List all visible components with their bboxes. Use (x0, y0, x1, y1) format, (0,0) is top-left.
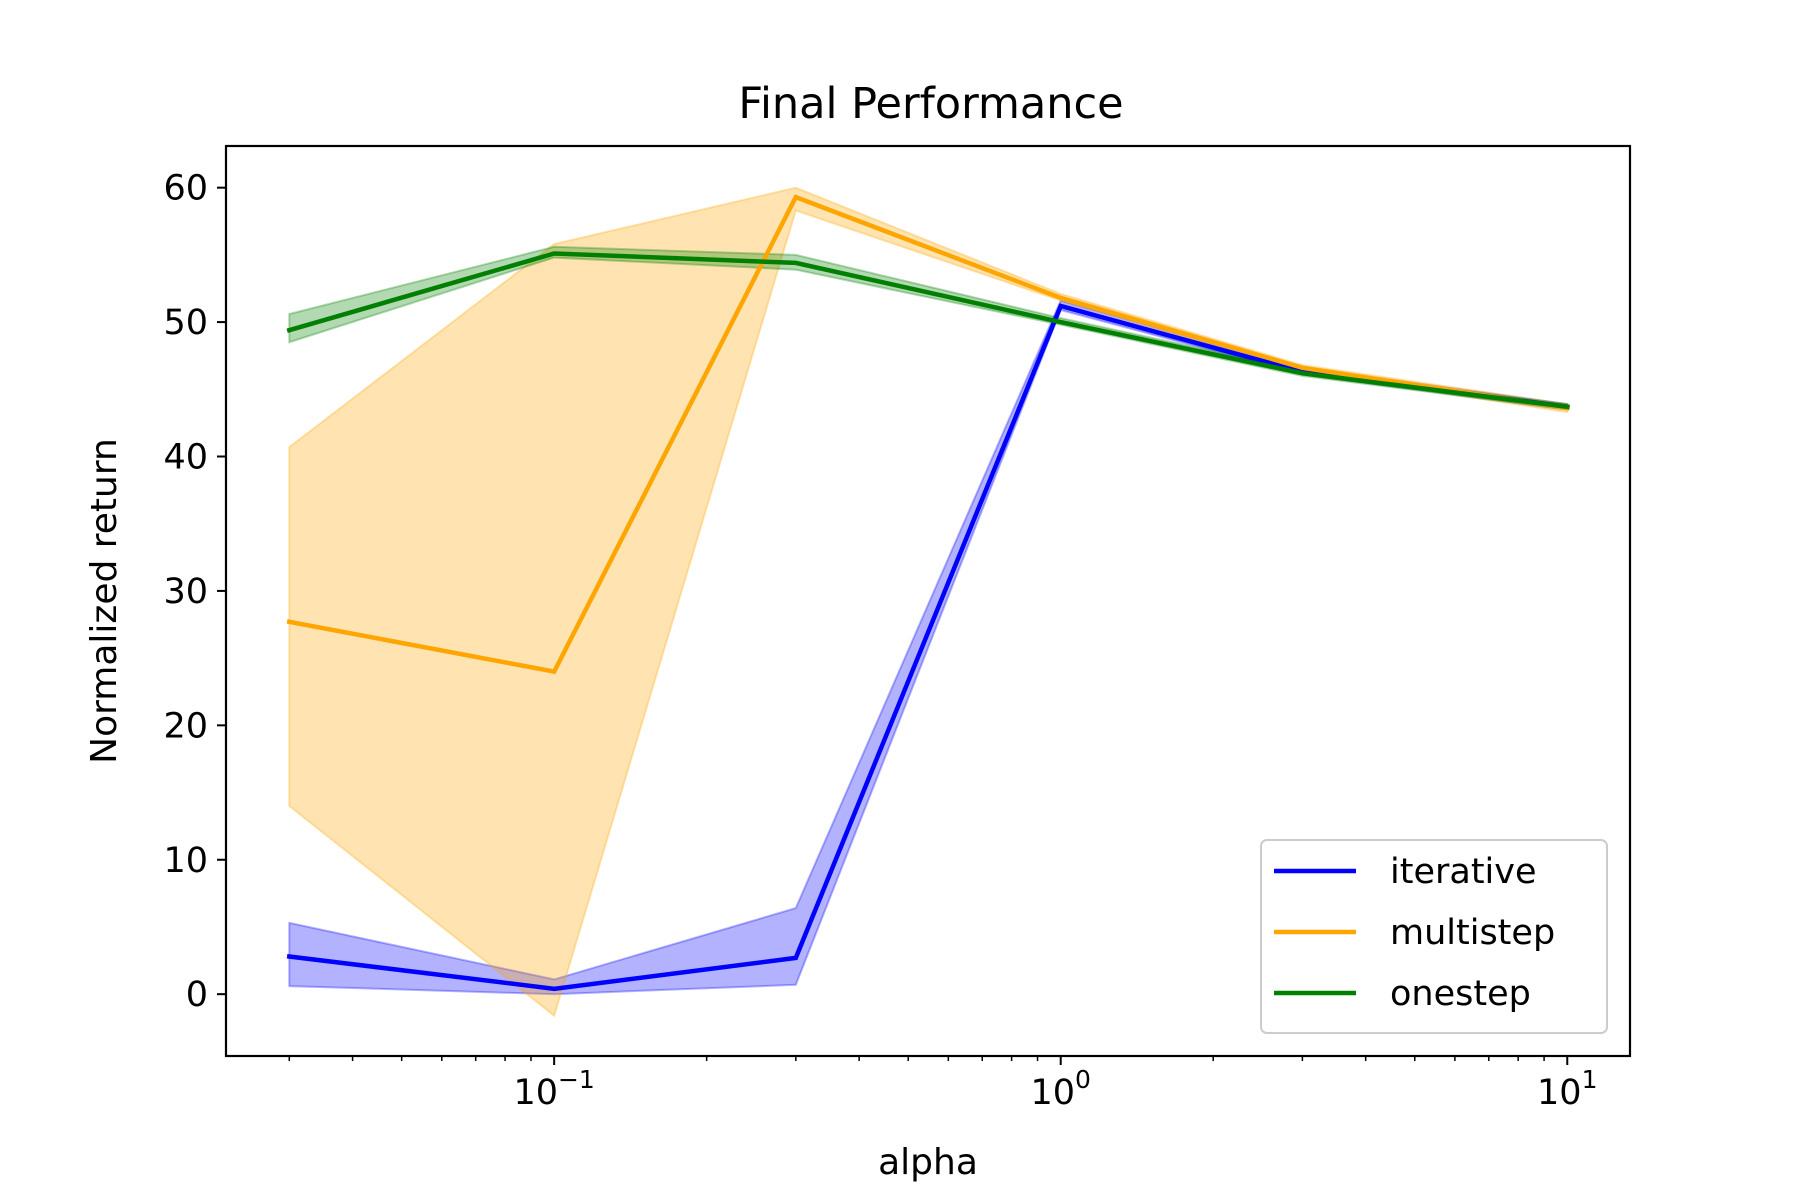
chart-title: Final Performance (738, 79, 1123, 129)
x-tick-label-base: 10 (1030, 1073, 1075, 1113)
y-tick-label: 0 (186, 975, 208, 1015)
legend: iterative multistep onestep (1260, 839, 1608, 1034)
x-tick-label: 101 (1537, 1065, 1597, 1113)
legend-label-onestep: onestep (1390, 974, 1531, 1014)
x-tick-label-exponent: −1 (558, 1065, 595, 1094)
y-tick-label: 30 (163, 572, 208, 612)
line-multistep (286, 194, 1570, 675)
line-onestep (286, 251, 1570, 410)
y-axis-ticks: 0 10 20 30 40 50 60 (163, 169, 226, 1015)
x-axis-ticks: 10−1 100 101 (288, 1056, 1597, 1113)
x-tick-label: 100 (1030, 1065, 1090, 1113)
legend-box (1260, 839, 1608, 1034)
y-tick-label: 10 (163, 841, 208, 881)
x-tick-label-exponent: 1 (1582, 1065, 1598, 1094)
legend-entries: iterative multistep onestep (1274, 852, 1555, 1014)
x-tick-label: 10−1 (513, 1065, 594, 1113)
plot-frame (224, 144, 1632, 1058)
y-tick-label: 40 (163, 438, 208, 478)
legend-label-iterative: iterative (1390, 852, 1537, 892)
x-tick-label-base: 10 (513, 1073, 558, 1113)
series-lines (286, 194, 1570, 992)
x-tick-label-base: 10 (1537, 1073, 1582, 1113)
y-axis-label: Normalized return (84, 438, 125, 764)
y-tick-label: 20 (163, 706, 208, 746)
y-tick-label: 60 (163, 169, 208, 209)
band-multistep (288, 186, 1569, 1018)
x-axis-label: alpha (878, 1142, 978, 1183)
legend-label-multistep: multistep (1390, 913, 1555, 953)
x-tick-label-exponent: 0 (1075, 1065, 1091, 1094)
y-tick-label: 50 (163, 303, 208, 343)
